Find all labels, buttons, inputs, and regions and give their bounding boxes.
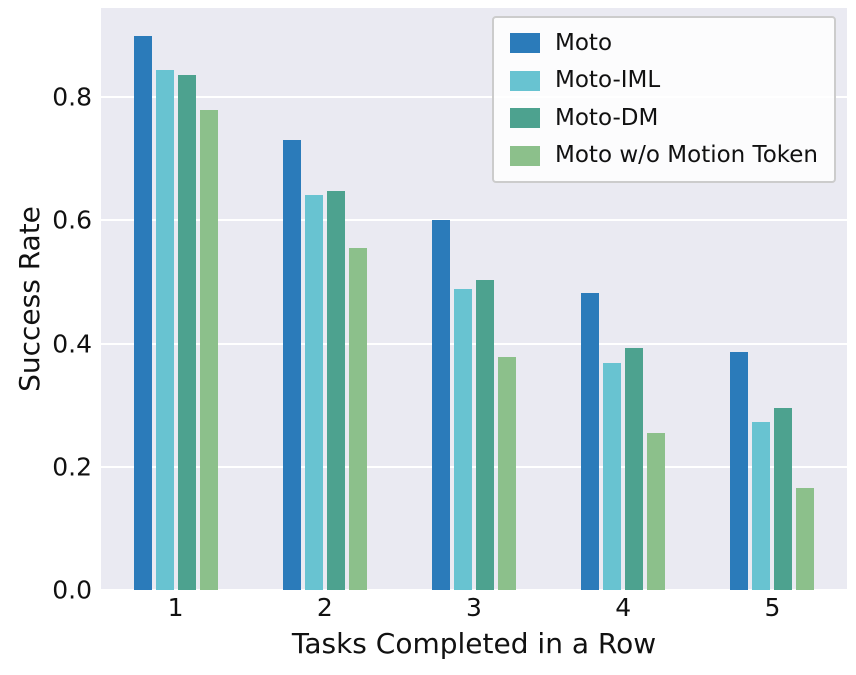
bar-moto-w-o-motion-token-5 [796, 488, 815, 590]
bar-moto-5 [730, 352, 749, 590]
bar-group-3 [399, 8, 548, 590]
bar-moto-2 [282, 140, 301, 590]
y-tick-label: 0.2 [52, 452, 92, 482]
legend-swatch [510, 108, 541, 129]
legend-swatch [510, 145, 541, 166]
bar-moto-3 [432, 219, 450, 590]
legend-item: Moto w/o Motion Token [510, 142, 818, 168]
gridline [101, 342, 847, 345]
legend-item: Moto [510, 30, 818, 56]
y-tick-label: 0.4 [52, 329, 92, 359]
bar-moto-iml-2 [304, 195, 323, 590]
legend-swatch [510, 70, 541, 91]
bar-moto-iml-1 [155, 69, 174, 590]
bar-moto-w-o-motion-token-3 [498, 357, 516, 590]
bar-moto-w-o-motion-token-1 [199, 110, 218, 590]
gridline [101, 96, 847, 99]
y-tick-labels: 0.0 0.2 0.4 0.6 0.8 [0, 8, 92, 603]
y-tick-label: 0.8 [52, 82, 92, 112]
x-tick-label: 2 [316, 593, 333, 622]
x-tick-label: 1 [167, 593, 184, 622]
legend-item: Moto-DM [510, 105, 818, 131]
bar-moto-dm-2 [326, 190, 345, 590]
legend-label: Moto w/o Motion Token [555, 142, 818, 169]
bar-moto-dm-4 [625, 347, 644, 590]
legend-item: Moto-IML [510, 67, 818, 93]
legend-swatch [510, 33, 541, 54]
legend-label: Moto-IML [555, 67, 661, 94]
bar-moto-dm-3 [476, 280, 494, 590]
legend-label: Moto-DM [555, 104, 659, 131]
bar-group-1 [101, 8, 250, 590]
bar-moto-w-o-motion-token-2 [348, 248, 367, 590]
bar-groups [101, 8, 847, 590]
x-tick-labels: 1 2 3 4 5 [101, 595, 847, 627]
bar-moto-1 [133, 35, 152, 590]
bar-moto-dm-1 [177, 75, 196, 590]
x-tick-label: 4 [615, 593, 632, 622]
legend-label: Moto [555, 30, 613, 56]
bar-moto-4 [581, 292, 600, 590]
x-axis-label: Tasks Completed in a Row [291, 627, 657, 660]
y-tick-label: 0.0 [52, 575, 92, 605]
bar-moto-iml-5 [752, 421, 771, 590]
x-tick-label: 3 [466, 593, 482, 622]
bar-moto-w-o-motion-token-4 [647, 432, 666, 590]
bar-group-4 [549, 8, 698, 590]
gridline [101, 219, 847, 222]
y-tick-label: 0.6 [52, 205, 92, 235]
gridlines [101, 8, 847, 591]
x-tick-label: 5 [764, 593, 781, 622]
legend: Moto Moto-IML Moto-DM Moto w/o Motion Token [492, 16, 836, 183]
bar-moto-iml-4 [603, 363, 622, 590]
bar-moto-dm-5 [774, 407, 793, 590]
bar-moto-iml-3 [454, 289, 472, 590]
plot-area: Moto Moto-IML Moto-DM Moto w/o Motion Token [101, 8, 847, 591]
bar-group-2 [250, 8, 399, 590]
gridline [101, 465, 847, 468]
gridline [101, 589, 847, 591]
bar-group-5 [698, 8, 847, 590]
